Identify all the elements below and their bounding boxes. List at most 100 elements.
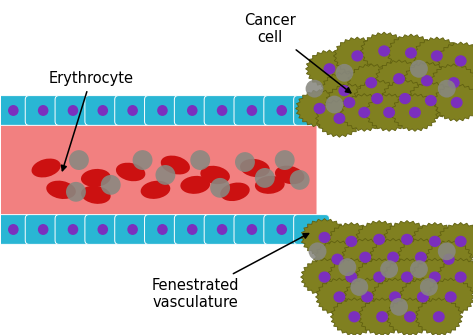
Ellipse shape	[323, 63, 336, 75]
Ellipse shape	[429, 236, 441, 247]
Ellipse shape	[276, 224, 287, 235]
Polygon shape	[413, 37, 461, 75]
Ellipse shape	[240, 159, 270, 177]
Polygon shape	[316, 99, 363, 137]
Circle shape	[338, 258, 356, 276]
Ellipse shape	[313, 103, 326, 114]
Polygon shape	[399, 278, 447, 316]
Circle shape	[133, 150, 153, 170]
Polygon shape	[301, 219, 348, 256]
Ellipse shape	[68, 224, 78, 235]
Polygon shape	[407, 82, 455, 119]
Polygon shape	[340, 94, 388, 131]
Circle shape	[350, 278, 368, 296]
Polygon shape	[320, 72, 368, 110]
FancyBboxPatch shape	[55, 96, 91, 125]
Ellipse shape	[116, 163, 146, 181]
Circle shape	[306, 80, 323, 97]
FancyBboxPatch shape	[174, 215, 210, 244]
FancyBboxPatch shape	[0, 215, 31, 244]
Polygon shape	[433, 84, 474, 121]
Polygon shape	[365, 94, 413, 131]
Ellipse shape	[68, 105, 78, 116]
Ellipse shape	[246, 105, 257, 116]
Polygon shape	[347, 64, 395, 101]
Polygon shape	[296, 90, 343, 127]
Ellipse shape	[319, 232, 330, 243]
Ellipse shape	[187, 105, 198, 116]
Ellipse shape	[455, 55, 466, 67]
Ellipse shape	[319, 271, 330, 283]
Polygon shape	[437, 42, 474, 80]
Circle shape	[290, 170, 310, 190]
Polygon shape	[437, 258, 474, 296]
Ellipse shape	[429, 271, 441, 283]
Ellipse shape	[8, 105, 18, 116]
Polygon shape	[360, 32, 408, 70]
Ellipse shape	[415, 252, 427, 263]
Polygon shape	[356, 258, 403, 296]
FancyBboxPatch shape	[85, 96, 121, 125]
Text: Cancer
cell: Cancer cell	[244, 13, 351, 93]
Ellipse shape	[246, 224, 257, 235]
Polygon shape	[333, 37, 381, 75]
Ellipse shape	[378, 45, 390, 57]
Polygon shape	[427, 278, 474, 316]
Ellipse shape	[405, 47, 417, 58]
Ellipse shape	[81, 169, 111, 187]
Polygon shape	[328, 258, 375, 296]
Ellipse shape	[358, 107, 370, 118]
Polygon shape	[328, 222, 375, 260]
Polygon shape	[397, 239, 445, 276]
Ellipse shape	[431, 50, 443, 61]
Ellipse shape	[373, 271, 385, 283]
Polygon shape	[301, 258, 348, 296]
Ellipse shape	[448, 77, 460, 88]
Ellipse shape	[128, 105, 138, 116]
FancyBboxPatch shape	[115, 96, 151, 125]
Ellipse shape	[365, 77, 377, 88]
Ellipse shape	[346, 236, 357, 247]
Text: Erythrocyte: Erythrocyte	[48, 71, 133, 171]
Ellipse shape	[255, 176, 285, 194]
Polygon shape	[411, 258, 459, 296]
Ellipse shape	[201, 166, 230, 184]
Circle shape	[190, 150, 210, 170]
Circle shape	[309, 242, 327, 260]
Ellipse shape	[8, 224, 18, 235]
Polygon shape	[381, 80, 429, 117]
Ellipse shape	[376, 311, 388, 323]
Ellipse shape	[333, 291, 346, 303]
Circle shape	[66, 182, 86, 202]
Ellipse shape	[128, 224, 138, 235]
Polygon shape	[387, 34, 435, 72]
Ellipse shape	[455, 271, 466, 283]
Ellipse shape	[393, 73, 405, 84]
Ellipse shape	[306, 224, 317, 235]
FancyBboxPatch shape	[294, 215, 329, 244]
Ellipse shape	[451, 97, 463, 108]
FancyBboxPatch shape	[264, 215, 300, 244]
FancyBboxPatch shape	[145, 96, 180, 125]
Polygon shape	[316, 278, 363, 316]
Ellipse shape	[346, 271, 357, 283]
Circle shape	[410, 260, 428, 278]
Ellipse shape	[399, 93, 411, 104]
Ellipse shape	[443, 254, 455, 265]
FancyBboxPatch shape	[55, 215, 91, 244]
Ellipse shape	[387, 252, 399, 263]
Ellipse shape	[141, 181, 170, 199]
Ellipse shape	[220, 182, 250, 201]
Polygon shape	[391, 94, 439, 131]
Ellipse shape	[445, 291, 457, 303]
Ellipse shape	[181, 176, 210, 194]
FancyBboxPatch shape	[0, 107, 317, 234]
Polygon shape	[425, 240, 473, 278]
FancyBboxPatch shape	[174, 96, 210, 125]
Circle shape	[336, 64, 353, 82]
FancyBboxPatch shape	[115, 215, 151, 244]
FancyBboxPatch shape	[234, 215, 270, 244]
Ellipse shape	[404, 311, 416, 323]
Circle shape	[275, 150, 295, 170]
Circle shape	[255, 168, 275, 188]
